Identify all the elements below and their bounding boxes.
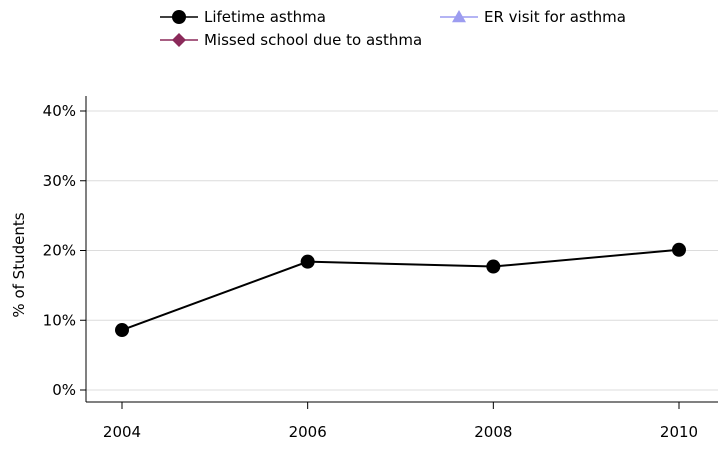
x-tick-label: 2004 — [103, 423, 141, 441]
x-tick-label: 2010 — [660, 423, 698, 441]
legend-label: Lifetime asthma — [204, 8, 326, 26]
series-line — [121, 248, 680, 331]
legend: Lifetime asthma Missed school due to asth… — [160, 8, 626, 49]
x-tick-label: 2008 — [474, 423, 512, 441]
legend-label: Missed school due to asthma — [204, 31, 422, 49]
gridlines — [86, 110, 718, 391]
y-tick-label: 0% — [52, 381, 76, 399]
legend-item: Missed school due to asthma — [160, 31, 422, 49]
legend-marker — [172, 33, 186, 47]
data-point — [672, 242, 686, 257]
y-tick-label: 20% — [43, 242, 76, 260]
legend-label: ER visit for asthma — [484, 8, 626, 26]
y-tick-label: 10% — [43, 311, 76, 329]
legend-item: Lifetime asthma — [160, 8, 326, 26]
legend-marker — [452, 10, 466, 23]
y-tick-labels: 0% 10% 20% 30% 40% — [43, 102, 76, 399]
y-tick-label: 30% — [43, 172, 76, 190]
data-point — [486, 259, 501, 274]
legend-marker — [172, 10, 186, 24]
x-tick-label: 2006 — [289, 423, 327, 441]
series-layer — [115, 242, 686, 338]
data-point — [115, 323, 129, 338]
y-axis-title: % of Students — [10, 212, 28, 317]
x-tick-labels: 2004 2006 2008 2010 — [103, 423, 698, 441]
data-point — [300, 254, 315, 269]
axes — [80, 96, 718, 409]
legend-item: ER visit for asthma — [440, 8, 626, 26]
series-group — [115, 242, 686, 338]
y-tick-label: 40% — [43, 102, 76, 120]
